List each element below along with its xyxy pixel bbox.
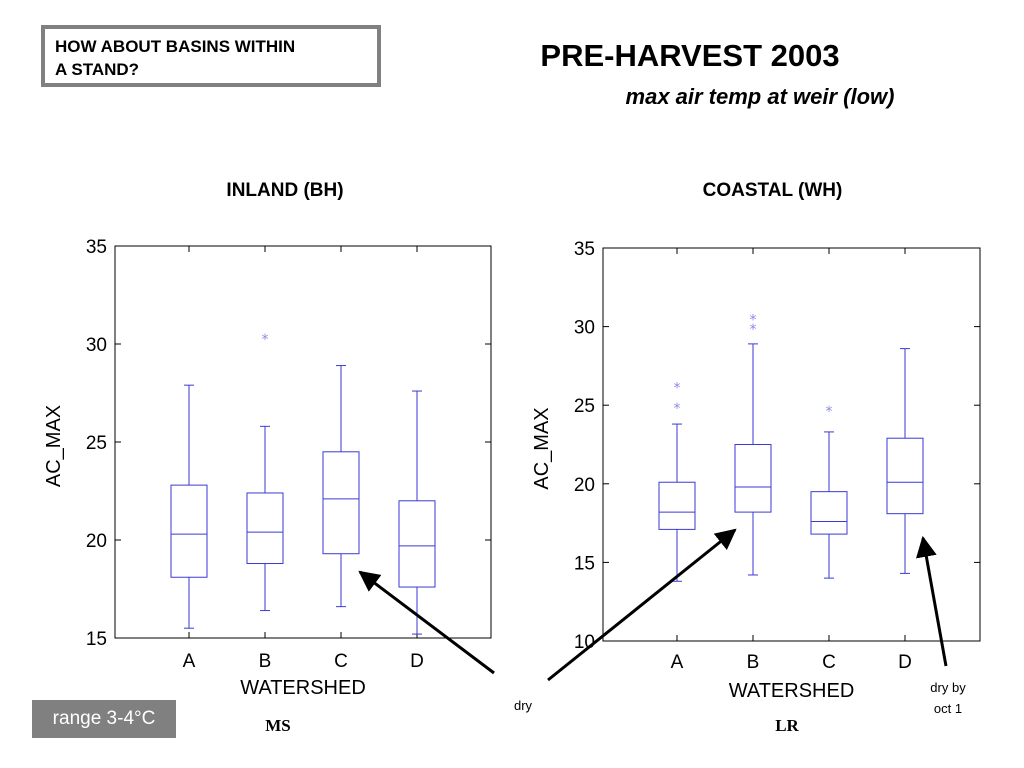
plot-frame: [602, 247, 981, 642]
y-tick-label: 25: [574, 396, 595, 417]
box-iqr: [734, 444, 772, 513]
annotation-dry-by-oct1-line2: oct 1: [934, 701, 962, 716]
y-tick-label: 30: [574, 318, 595, 339]
x-tick-label: C: [334, 651, 348, 672]
callout-line-2: A STAND?: [55, 60, 140, 79]
box-a: [170, 384, 208, 629]
x-tick-label: D: [410, 651, 424, 672]
range-badge: range 3-4°C: [32, 700, 176, 738]
callout-box: HOW ABOUT BASINS WITHIN A STAND?: [41, 25, 381, 87]
y-tick-label: 35: [86, 237, 107, 258]
x-axis-label: WATERSHED: [729, 680, 855, 702]
box-b: **: [734, 313, 772, 576]
y-tick-label: 15: [86, 629, 107, 650]
box-iqr: [246, 492, 284, 565]
chart-title-coastal: COASTAL (WH): [702, 180, 843, 201]
box-iqr: [658, 481, 696, 530]
box-iqr: [886, 437, 924, 515]
x-tick-label: B: [259, 651, 272, 672]
callout-line-1: HOW ABOUT BASINS WITHIN: [55, 37, 296, 56]
annotation-dry-by-oct1-line1: dry by: [930, 680, 966, 695]
x-tick-label: D: [898, 652, 912, 673]
arrow-to-inland-c: [358, 570, 495, 675]
box-d: [398, 390, 436, 635]
annotation-dry: dry: [514, 698, 533, 713]
box-d: [886, 348, 924, 574]
page-subtitle: max air temp at weir (low): [625, 84, 895, 109]
box-iqr: [398, 500, 436, 588]
y-tick-label: 15: [574, 553, 595, 574]
box-c: [322, 365, 360, 608]
x-tick-label: A: [671, 652, 684, 673]
arrow-to-coastal-d: [916, 535, 948, 667]
arrow-to-coastal-b: [547, 528, 737, 682]
box-iqr: [322, 451, 360, 555]
y-axis-label: AC_MAX: [43, 405, 65, 487]
chart-title-inland: INLAND (BH): [226, 180, 344, 201]
box-iqr: [170, 484, 208, 578]
outlier-marker: *: [674, 380, 681, 396]
y-tick-label: 30: [86, 335, 107, 356]
outlier-marker: *: [674, 401, 681, 417]
box-c: *: [810, 404, 848, 579]
box-iqr: [810, 491, 848, 535]
y-axis-label: AC_MAX: [531, 407, 553, 489]
y-tick-label: 35: [574, 239, 595, 260]
box-b: *: [246, 332, 284, 612]
box-a: **: [658, 380, 696, 582]
y-tick-label: 25: [86, 433, 107, 454]
y-tick-label: 20: [86, 531, 107, 552]
x-axis-label: WATERSHED: [240, 677, 366, 699]
x-tick-label: B: [747, 652, 760, 673]
outlier-marker: *: [826, 404, 833, 420]
outlier-marker: *: [750, 313, 757, 329]
y-tick-label: 20: [574, 475, 595, 496]
outlier-marker: *: [262, 332, 269, 348]
page-title: PRE-HARVEST 2003: [540, 38, 840, 73]
footer-label-inland: MS: [265, 716, 291, 735]
x-tick-label: A: [183, 651, 196, 672]
outlier-marker: *: [750, 322, 757, 338]
x-tick-label: C: [822, 652, 836, 673]
footer-label-coastal: LR: [775, 716, 799, 735]
